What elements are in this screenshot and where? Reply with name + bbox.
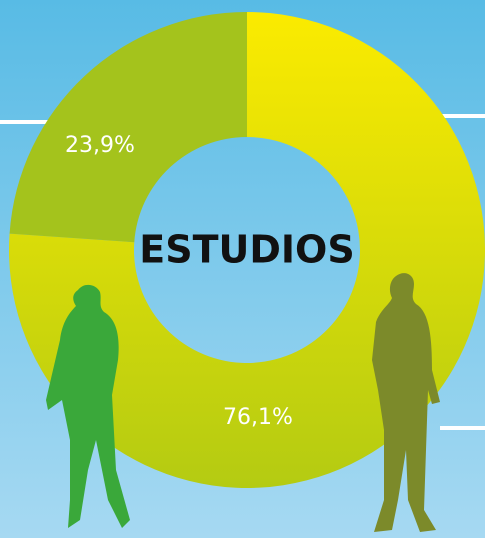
data-label: 76,1% — [223, 405, 293, 430]
person-silhouette — [46, 284, 130, 528]
stripe — [440, 114, 485, 118]
chart-title: ESTUDIOS — [139, 228, 354, 272]
stripe — [440, 426, 485, 430]
donut-segment — [9, 12, 248, 243]
donut — [8, 12, 485, 489]
person-silhouette — [372, 273, 440, 532]
data-label: 23,9% — [65, 133, 135, 158]
donut-segment — [8, 12, 485, 489]
stripe — [0, 120, 60, 124]
